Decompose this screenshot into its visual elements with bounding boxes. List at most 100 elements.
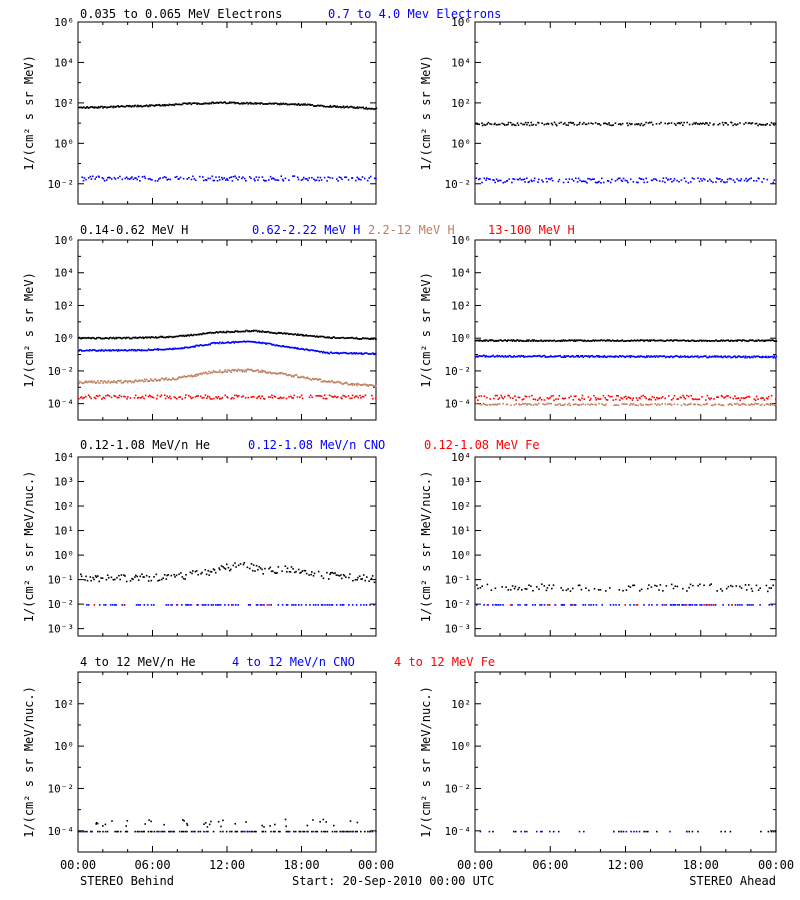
data-point [522, 123, 524, 126]
data-point [98, 382, 100, 384]
data-point [166, 348, 169, 350]
data-point [646, 403, 648, 406]
data-point [331, 380, 334, 383]
data-point [283, 332, 286, 334]
data-point [540, 830, 542, 833]
data-point [581, 394, 584, 397]
data-point [696, 339, 699, 342]
data-point [143, 380, 145, 383]
data-point [574, 604, 577, 606]
data-point [514, 585, 517, 588]
data-point [555, 398, 557, 400]
data-point [247, 604, 250, 606]
data-point [106, 337, 108, 339]
data-point [672, 340, 674, 342]
data-point [547, 356, 550, 358]
data-point [517, 124, 520, 126]
data-point [767, 355, 770, 358]
data-point [172, 830, 174, 833]
data-point [300, 376, 303, 378]
legend-row-3: 4 to 12 MeV/n He 4 to 12 MeV/n CNO 4 to 12… [80, 655, 495, 669]
data-point [720, 180, 722, 183]
data-point [730, 584, 732, 587]
y-tick-label: 10⁻⁴ [445, 825, 472, 838]
data-point [672, 356, 674, 359]
data-point [552, 339, 554, 342]
data-point [725, 587, 728, 590]
data-point [651, 179, 654, 182]
data-point [96, 106, 98, 109]
data-point [109, 336, 111, 339]
data-point [143, 175, 146, 178]
data-point [727, 339, 729, 341]
data-point [150, 379, 153, 381]
data-point [300, 394, 303, 397]
data-point [282, 396, 285, 399]
data-point [522, 402, 524, 405]
data-point [557, 180, 560, 183]
data-point [98, 580, 100, 583]
data-point [738, 179, 740, 182]
data-point [517, 178, 520, 181]
data-point [173, 396, 176, 398]
data-point [346, 382, 348, 385]
data-point [622, 589, 624, 592]
data-point [530, 404, 532, 406]
data-point [491, 339, 493, 341]
data-point [669, 830, 671, 833]
data-point [595, 403, 597, 406]
data-point [567, 588, 569, 590]
data-point [484, 124, 487, 126]
data-point [597, 355, 600, 357]
data-point [479, 177, 481, 180]
data-point [104, 830, 107, 833]
data-point [535, 355, 538, 358]
data-point [583, 355, 586, 357]
data-point [258, 102, 260, 105]
data-point [135, 574, 137, 577]
data-point [263, 397, 265, 400]
data-point [524, 121, 527, 124]
data-point [651, 604, 653, 606]
data-point [565, 178, 567, 181]
data-point [212, 397, 215, 400]
data-point [263, 826, 265, 828]
x-tick-label: 18:00 [683, 858, 719, 872]
data-point [628, 340, 630, 342]
data-point [86, 106, 88, 108]
y-tick-label: 10⁻² [445, 178, 472, 191]
data-point [686, 356, 688, 358]
data-point [209, 398, 212, 400]
data-point [554, 604, 557, 606]
data-point [721, 340, 724, 342]
data-point [261, 330, 264, 332]
data-point [315, 395, 318, 397]
data-point [98, 176, 100, 178]
data-point [361, 395, 364, 398]
data-point [78, 350, 80, 352]
data-point [176, 175, 178, 178]
data-point [658, 339, 661, 342]
data-point [190, 374, 193, 376]
data-point [115, 105, 118, 108]
data-point [552, 584, 555, 586]
data-point [690, 355, 693, 357]
y-tick-label: 10² [54, 299, 74, 312]
data-point [524, 588, 526, 590]
data-point [239, 341, 241, 343]
data-point [166, 395, 168, 398]
data-point [115, 349, 118, 351]
data-point [297, 178, 300, 181]
data-point [592, 339, 595, 341]
data-point [486, 123, 488, 125]
data-point [557, 398, 559, 400]
data-point [692, 339, 694, 342]
data-point [560, 604, 563, 606]
data-point [245, 102, 247, 105]
data-point [319, 378, 322, 381]
data-point [720, 830, 722, 833]
data-point [628, 404, 631, 406]
data-point [519, 339, 521, 342]
data-point [310, 379, 313, 381]
